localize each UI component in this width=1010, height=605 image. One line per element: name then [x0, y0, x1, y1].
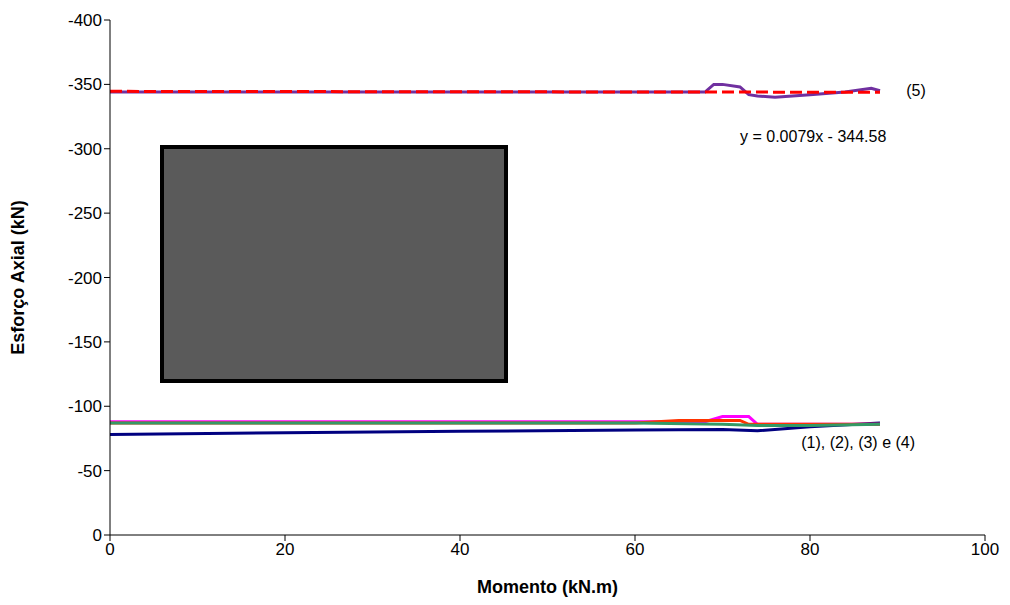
svg-text:y = 0.0079x - 344.58: y = 0.0079x - 344.58 [740, 128, 886, 145]
svg-text:60: 60 [626, 540, 645, 559]
svg-text:40: 40 [451, 540, 470, 559]
svg-text:-300: -300 [68, 140, 102, 159]
svg-text:80: 80 [801, 540, 820, 559]
svg-text:-250: -250 [68, 204, 102, 223]
svg-text:-150: -150 [68, 333, 102, 352]
svg-text:-50: -50 [77, 462, 102, 481]
svg-text:-100: -100 [68, 397, 102, 416]
svg-text:20: 20 [276, 540, 295, 559]
svg-text:-350: -350 [68, 75, 102, 94]
svg-text:(5): (5) [906, 82, 926, 99]
svg-text:-200: -200 [68, 269, 102, 288]
svg-text:-400: -400 [68, 11, 102, 30]
svg-text:100: 100 [971, 540, 999, 559]
svg-text:Momento (kN.m): Momento (kN.m) [477, 577, 618, 597]
svg-text:(1), (2), (3) e (4): (1), (2), (3) e (4) [801, 434, 915, 451]
svg-text:0: 0 [105, 540, 114, 559]
svg-text:Esforço Axial (kN): Esforço Axial (kN) [8, 200, 28, 354]
svg-text:0: 0 [93, 526, 102, 545]
